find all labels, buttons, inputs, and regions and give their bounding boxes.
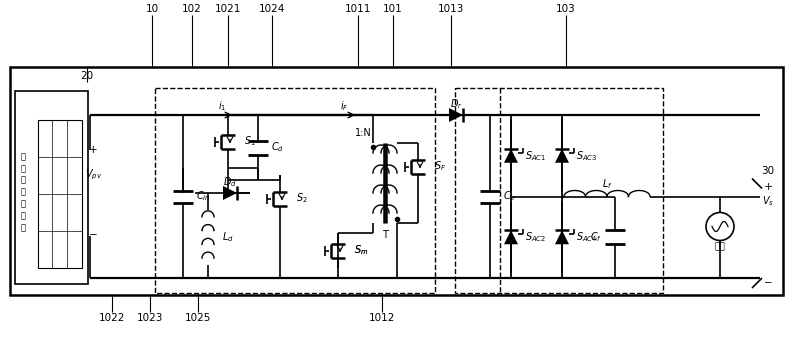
Text: 30: 30: [762, 166, 774, 177]
Text: $S_1$: $S_1$: [244, 135, 256, 148]
Text: $L_f$: $L_f$: [602, 178, 612, 191]
Text: 1021: 1021: [215, 4, 241, 14]
Text: $V_{pv}$: $V_{pv}$: [86, 168, 102, 182]
Bar: [38, 120, 82, 268]
Text: $S_m$: $S_m$: [354, 243, 368, 257]
Text: 1:N: 1:N: [354, 128, 371, 138]
Text: 1011: 1011: [345, 4, 371, 14]
Text: $D_r$: $D_r$: [450, 97, 462, 111]
Polygon shape: [504, 230, 518, 244]
Bar: [15, 91, 88, 284]
Text: −: −: [764, 278, 772, 288]
Text: $L_d$: $L_d$: [222, 231, 234, 244]
Text: 10: 10: [146, 4, 158, 14]
Text: 太
阳
能
光
伏
阵
列: 太 阳 能 光 伏 阵 列: [21, 152, 26, 232]
Text: 103: 103: [556, 4, 576, 14]
Text: $S_{AC2}$: $S_{AC2}$: [525, 230, 546, 244]
Text: $C_d$: $C_d$: [271, 141, 284, 154]
Text: 102: 102: [182, 4, 202, 14]
Text: 1023: 1023: [137, 313, 163, 323]
Text: $i_F$: $i_F$: [340, 99, 348, 113]
Text: $C_f$: $C_f$: [590, 230, 602, 244]
Text: $S_2$: $S_2$: [296, 192, 308, 206]
Text: $C_{in}$: $C_{in}$: [196, 190, 210, 203]
Text: 1024: 1024: [259, 4, 285, 14]
Text: 20: 20: [81, 71, 94, 81]
Text: $S_{AC4}$: $S_{AC4}$: [576, 230, 598, 244]
Text: −: −: [89, 230, 98, 240]
Text: 1022: 1022: [99, 313, 125, 323]
Text: $S_m$: $S_m$: [354, 243, 368, 257]
Text: T: T: [382, 230, 388, 240]
Text: 101: 101: [383, 4, 403, 14]
Polygon shape: [223, 186, 237, 200]
Polygon shape: [555, 230, 569, 244]
Text: 电网: 电网: [714, 242, 726, 251]
Text: $S_F$: $S_F$: [434, 159, 446, 173]
Text: +: +: [89, 145, 98, 155]
Text: $C_o$: $C_o$: [503, 190, 516, 203]
Text: $S_{AC1}$: $S_{AC1}$: [525, 149, 546, 163]
Text: $D_d$: $D_d$: [223, 175, 237, 189]
Text: +: +: [763, 181, 773, 192]
Polygon shape: [449, 108, 463, 122]
Text: 1012: 1012: [369, 313, 395, 323]
Text: $i_1$: $i_1$: [218, 99, 226, 113]
Bar: [10, 67, 783, 295]
Bar: [455, 88, 663, 293]
Text: $V_s$: $V_s$: [762, 195, 774, 208]
Text: 1013: 1013: [438, 4, 464, 14]
Bar: [155, 88, 435, 293]
Text: $S_{AC3}$: $S_{AC3}$: [576, 149, 598, 163]
Text: 1025: 1025: [185, 313, 211, 323]
Polygon shape: [504, 149, 518, 163]
Polygon shape: [555, 149, 569, 163]
